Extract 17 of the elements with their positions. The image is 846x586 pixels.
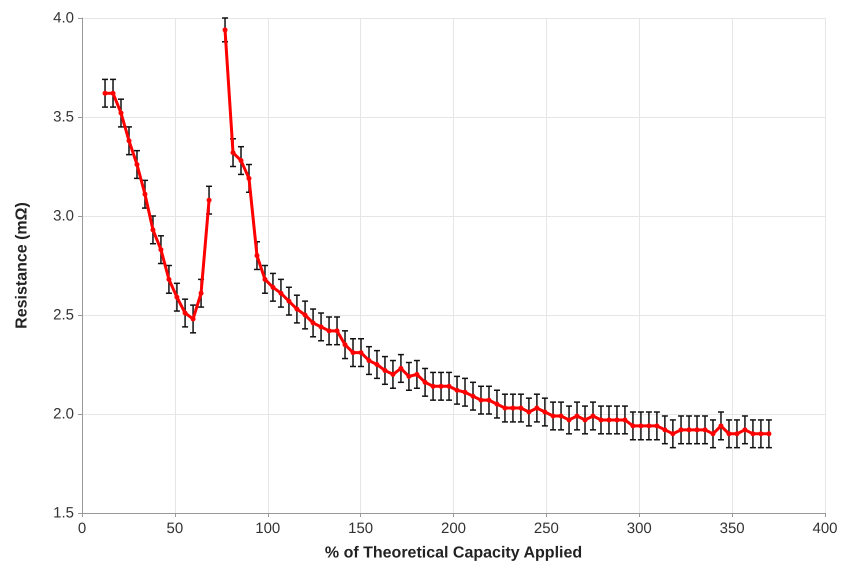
x-tick-label: 300 (626, 520, 652, 537)
y-tick-label: 3.0 (53, 208, 74, 224)
x-tick-label: 50 (166, 520, 184, 537)
y-tick-label: 2.5 (53, 306, 74, 324)
y-tick-label: 1.5 (53, 504, 74, 522)
x-axis-title: % of Theoretical Capacity Applied (324, 544, 582, 562)
x-tick-label: 250 (534, 520, 559, 537)
y-axis-title: Resistance (mΩ) (14, 202, 30, 329)
x-tick-label: 400 (812, 520, 838, 537)
x-tick-label: 350 (720, 520, 745, 537)
x-tick-label: 0 (78, 520, 86, 537)
x-tick-label: 200 (440, 520, 466, 537)
y-tick-label: 4.0 (53, 10, 74, 26)
y-tick-label: 3.5 (53, 108, 74, 126)
x-tick-label: 150 (348, 520, 374, 537)
x-tick-label: 100 (255, 520, 280, 537)
y-tick-label: 2.0 (53, 406, 74, 422)
